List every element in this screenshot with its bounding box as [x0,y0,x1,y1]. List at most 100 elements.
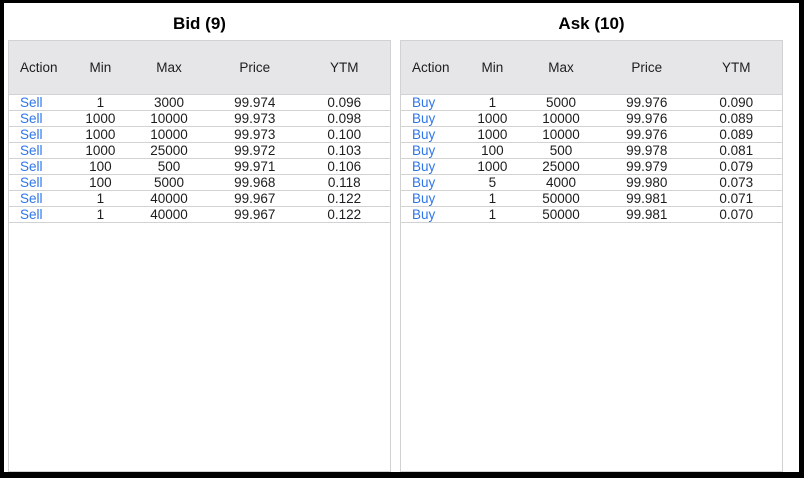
price-cell: 99.973 [234,111,276,126]
max-cell: 25000 [150,143,188,158]
ask-order-row: Buy 1000 10000 99.976 0.089 [401,111,782,127]
ask-order-row: Buy 1 50000 99.981 0.070 [401,207,782,223]
ytm-cell: 0.118 [327,175,361,190]
min-cell: 1000 [85,127,116,142]
buy-action-cell: Buy [401,111,466,126]
sell-link[interactable]: Sell [20,111,43,126]
price-cell: 99.974 [234,95,276,110]
ask-order-row: Buy 1000 10000 99.976 0.089 [401,127,782,143]
min-cell: 5 [488,175,497,190]
buy-link[interactable]: Buy [412,127,436,142]
ytm-cell: 0.098 [327,111,362,126]
price-cell: 99.967 [234,207,276,222]
min-cell: 1 [96,95,105,110]
ask-order-row: Buy 5 4000 99.980 0.073 [401,175,782,191]
price-cell: 99.972 [234,143,276,158]
min-cell: 1000 [477,159,508,174]
max-cell: 10000 [542,111,580,126]
min-cell: 1 [96,207,105,222]
max-cell: 500 [157,159,181,174]
price-cell: 99.967 [234,191,276,206]
ask-order-row: Buy 1 5000 99.976 0.090 [401,95,782,111]
min-cell: 1 [96,191,105,206]
ask-table-header: Action Min Max Price YTM [401,41,782,95]
order-book-tables: Action Min Max Price YTM Sell 1 3000 99.… [4,40,799,472]
buy-link[interactable]: Buy [412,95,436,110]
ytm-cell: 0.089 [719,111,754,126]
ytm-cell: 0.073 [719,175,754,190]
ask-title: Ask (10) [558,13,625,33]
ytm-cell: 0.100 [327,127,362,142]
min-cell: 1000 [477,127,508,142]
column-header-price: Price [631,60,663,75]
min-cell: 100 [481,143,504,158]
buy-action-cell: Buy [401,191,466,206]
ask-order-row: Buy 1000 25000 99.979 0.079 [401,159,782,175]
price-cell: 99.976 [626,127,668,142]
price-cell: 99.981 [626,191,668,206]
bid-order-row: Sell 1 40000 99.967 0.122 [9,207,390,223]
min-cell: 1000 [85,111,116,126]
sell-action-cell: Sell [9,207,74,222]
buy-action-cell: Buy [401,127,466,142]
bid-rows: Sell 1 3000 99.974 0.096 Sell 1000 10000… [9,95,390,223]
bid-table: Action Min Max Price YTM Sell 1 3000 99.… [8,40,391,472]
buy-action-cell: Buy [401,143,466,158]
buy-action-cell: Buy [401,207,466,222]
buy-link[interactable]: Buy [412,111,436,126]
buy-link[interactable]: Buy [412,207,436,222]
max-cell: 40000 [150,207,188,222]
section-titles: Bid (9) Ask (10) [4,3,799,40]
ytm-cell: 0.106 [327,159,362,174]
max-cell: 10000 [150,111,188,126]
max-cell: 5000 [153,175,185,190]
buy-link[interactable]: Buy [412,159,436,174]
column-header-action: Action [20,60,58,75]
column-header-ytm: YTM [722,60,751,75]
min-cell: 1000 [85,143,116,158]
bid-order-row: Sell 1000 25000 99.972 0.103 [9,143,390,159]
buy-link[interactable]: Buy [412,143,436,158]
max-cell: 5000 [545,95,577,110]
bid-order-row: Sell 1 40000 99.967 0.122 [9,191,390,207]
column-header-ytm: YTM [330,60,359,75]
sell-link[interactable]: Sell [20,127,43,142]
max-cell: 500 [549,143,573,158]
ytm-cell: 0.122 [327,207,362,222]
sell-link[interactable]: Sell [20,207,43,222]
ytm-cell: 0.122 [327,191,362,206]
ask-order-row: Buy 100 500 99.978 0.081 [401,143,782,159]
sell-link[interactable]: Sell [20,143,43,158]
column-header-min: Min [89,60,112,75]
sell-link[interactable]: Sell [20,175,43,190]
ytm-cell: 0.071 [719,191,754,206]
bid-title: Bid (9) [173,13,226,33]
price-cell: 99.979 [626,159,668,174]
sell-action-cell: Sell [9,127,74,142]
ytm-cell: 0.070 [719,207,754,222]
sell-action-cell: Sell [9,143,74,158]
buy-link[interactable]: Buy [412,191,436,206]
bid-order-row: Sell 100 500 99.971 0.106 [9,159,390,175]
bid-table-header: Action Min Max Price YTM [9,41,390,95]
sell-action-cell: Sell [9,191,74,206]
ytm-cell: 0.089 [719,127,754,142]
buy-action-cell: Buy [401,175,466,190]
price-cell: 99.973 [234,127,276,142]
column-header-min: Min [481,60,504,75]
max-cell: 4000 [545,175,577,190]
sell-link[interactable]: Sell [20,95,43,110]
sell-link[interactable]: Sell [20,159,43,174]
max-cell: 10000 [542,127,580,142]
sell-link[interactable]: Sell [20,191,43,206]
max-cell: 10000 [150,127,188,142]
column-header-action: Action [412,60,450,75]
ytm-cell: 0.103 [327,143,362,158]
ask-rows: Buy 1 5000 99.976 0.090 Buy 1000 10000 9… [401,95,782,223]
bid-order-row: Sell 100 5000 99.968 0.118 [9,175,390,191]
sell-action-cell: Sell [9,111,74,126]
min-cell: 1 [488,95,497,110]
price-cell: 99.981 [626,207,668,222]
buy-link[interactable]: Buy [412,175,436,190]
